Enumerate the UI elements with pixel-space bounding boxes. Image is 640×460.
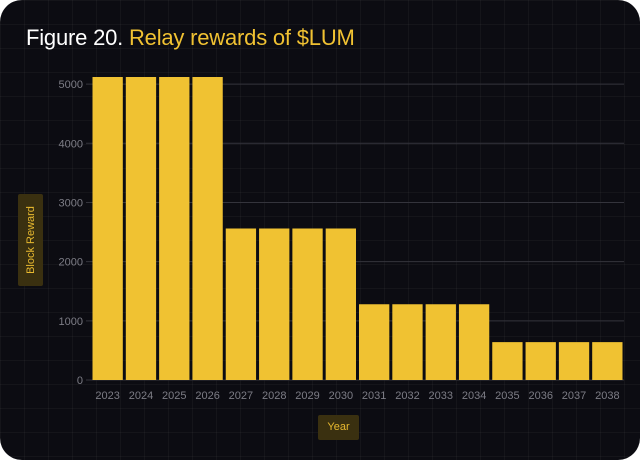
bar [425,304,456,380]
x-tick-label: 2033 [429,390,453,402]
bar [359,304,390,380]
x-tick-label: 2036 [528,390,552,402]
x-tick-label: 2037 [562,390,586,402]
bar [225,228,257,380]
title-text: Relay rewards of $LUM [128,25,355,50]
x-tick-label: 2024 [129,390,153,402]
bar [292,228,323,380]
bars [92,77,623,380]
bar [458,304,490,380]
y-tick-label: 0 [77,375,83,387]
x-tick-label: 2030 [329,390,353,402]
y-tick-label: 5000 [59,79,83,91]
y-tick-label: 2000 [59,257,83,269]
bar [259,228,290,380]
bar [492,342,523,380]
bar [192,77,223,380]
bar [159,77,190,380]
x-tick-label: 2031 [362,390,386,402]
x-tick-label: 2035 [495,390,519,402]
bar [325,228,356,380]
x-tick-label: 2034 [462,390,486,402]
y-axis-label: Block Reward [25,206,37,274]
x-tick-label: 2026 [195,390,219,402]
bar [392,304,423,380]
x-tick-label: 2029 [295,390,319,402]
figure-prefix: Figure 20. [26,25,124,50]
x-axis-ticks: 2023 2024 2025 2026 2027 2028 2029 2030 2031 2032… [95,390,619,402]
y-tick-label: 1000 [59,316,83,328]
bar [92,77,123,380]
x-tick-label: 2025 [162,390,186,402]
bar [592,342,623,380]
x-tick-label: 2032 [395,390,419,402]
y-tick-label: 3000 [59,197,83,209]
y-axis-label-box [18,194,43,286]
bar [558,342,590,380]
x-axis-label: Year [318,415,359,440]
y-axis-ticks: 0 1000 2000 3000 4000 5000 [59,79,83,387]
x-tick-label: 2028 [262,390,286,402]
chart-title: Figure 20. Relay rewards of $LUM [26,24,355,52]
y-tick-label: 4000 [59,138,83,150]
bar [525,342,556,380]
x-tick-label: 2027 [229,390,253,402]
bar [125,77,157,380]
x-tick-label: 2038 [595,390,619,402]
x-tick-label: 2023 [95,390,119,402]
